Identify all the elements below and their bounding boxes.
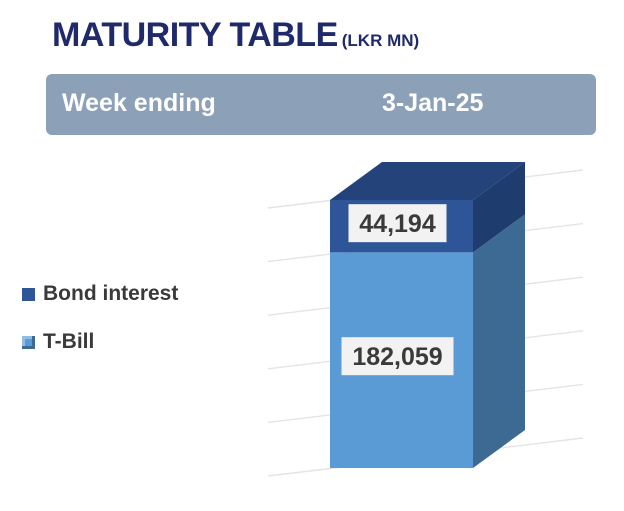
title-text: MATURITY TABLE <box>52 16 338 54</box>
bar-side-t-bill <box>473 214 525 468</box>
legend-item-bond-interest: Bond interest <box>22 282 178 306</box>
bar-side-bond-interest <box>473 162 525 253</box>
legend-label-t-bill: T-Bill <box>43 330 95 353</box>
week-ending-bar: Week ending 3-Jan-25 <box>46 74 596 135</box>
bar-top-bond-interest <box>330 162 525 200</box>
chart-title: MATURITY TABLE (LKR MN) <box>52 16 419 55</box>
legend-label-bond-interest: Bond interest <box>43 282 179 305</box>
legend-item-t-bill: T-Bill <box>22 330 94 354</box>
data-label-box-t-bill <box>341 337 454 376</box>
data-label-t-bill: 182,059 <box>352 343 442 371</box>
square-icon <box>22 287 35 301</box>
bevel-square-icon <box>22 335 35 349</box>
data-label-box-bond-interest <box>348 204 447 243</box>
data-label-bond-interest: 44,194 <box>359 210 436 238</box>
week-ending-label: Week ending <box>62 89 216 117</box>
title-unit: (LKR MN) <box>341 31 420 50</box>
week-ending-date: 3-Jan-25 <box>382 89 484 117</box>
